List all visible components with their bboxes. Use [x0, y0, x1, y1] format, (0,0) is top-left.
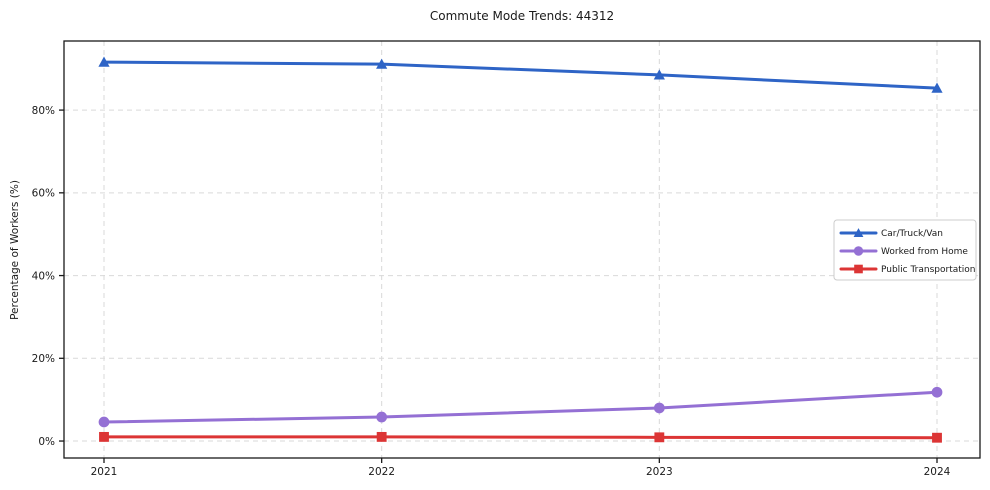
data-point-marker	[99, 431, 109, 442]
y-tick-label: 0%	[38, 436, 55, 448]
legend-item-public-transportation: Public Transportation	[839, 264, 975, 275]
y-tick-label: 20%	[32, 353, 55, 365]
legend-label: Public Transportation	[881, 265, 975, 275]
data-point-marker	[653, 69, 665, 80]
legend-marker-square	[854, 264, 863, 274]
data-point-marker	[376, 58, 388, 69]
data-point-marker	[653, 402, 665, 414]
legend: Car/Truck/Van Worked from Home Public Tran…	[833, 219, 977, 281]
x-tick-label: 2022	[368, 466, 395, 478]
plot-border	[63, 40, 981, 459]
legend-box	[833, 219, 977, 281]
legend-marker-circle	[853, 246, 864, 256]
data-point-marker	[376, 411, 388, 423]
plot-background	[64, 41, 980, 458]
y-tick-label: 80%	[32, 105, 55, 117]
y-tick-label: 40%	[32, 270, 55, 282]
y-tick-label: 60%	[32, 188, 55, 200]
x-tick-label: 2023	[646, 466, 673, 478]
data-point-marker	[98, 56, 110, 67]
data-point-marker	[376, 431, 387, 442]
series-line-worked-from-home	[102, 390, 939, 424]
legend-label: Worked from Home	[881, 247, 968, 257]
legend-item-car-truck-van: Car/Truck/Van	[839, 228, 943, 239]
x-tick-label: 2021	[91, 466, 118, 478]
legend-label: Car/Truck/Van	[881, 229, 943, 239]
data-point-marker	[932, 432, 942, 443]
series-public-transportation	[99, 431, 942, 443]
data-point-marker	[654, 432, 665, 443]
legend-item-worked-from-home: Worked from Home	[839, 246, 968, 257]
series-car-truck-van	[98, 56, 943, 93]
x-tick-label: 2024	[924, 466, 951, 478]
chart-title: Commute Mode Trends: 44312	[429, 9, 615, 23]
series-line-public-transportation	[102, 435, 939, 440]
series-worked-from-home	[98, 386, 943, 428]
legend-marker-triangle-up	[853, 228, 864, 238]
series-line-car-truck-van	[102, 60, 939, 90]
data-point-marker	[931, 82, 943, 93]
data-point-marker	[931, 386, 943, 398]
data-point-marker	[98, 416, 110, 428]
